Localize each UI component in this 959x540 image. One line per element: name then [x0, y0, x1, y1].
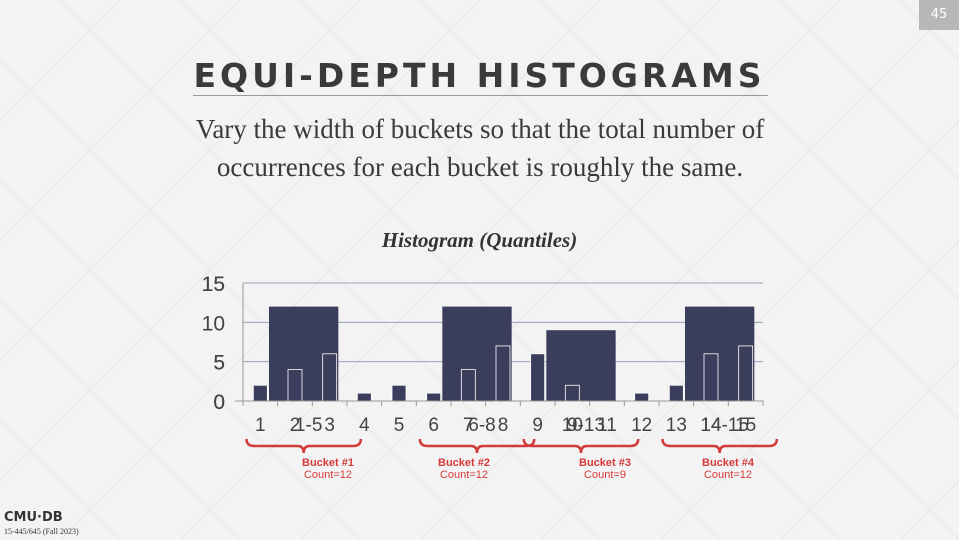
y-tick-label: 0	[213, 391, 225, 414]
bucket-tick-label: 6-8	[468, 415, 495, 436]
bucket-name: Bucket #2	[438, 457, 490, 469]
bucket-label-4: Bucket #4 Count=12	[673, 457, 783, 481]
x-tick-label: 4	[359, 415, 370, 436]
title-underline	[193, 95, 768, 96]
bucket-brace	[245, 438, 363, 454]
x-tick-label: 1	[255, 415, 266, 436]
value-bar	[356, 392, 372, 402]
value-bar	[252, 384, 268, 402]
y-tick-label: 5	[213, 352, 225, 375]
x-tick-label: 9	[532, 415, 543, 436]
x-tick-label: 10	[562, 415, 583, 436]
bucket-brace	[522, 438, 640, 454]
value-bar	[426, 392, 442, 402]
bucket-count: Count=12	[703, 469, 752, 481]
bucket-label-2: Bucket #2 Count=12	[409, 457, 519, 481]
histogram-chart: 1 2 3 4 5 6 7 8 9 10 11 12 13 14 151-5 6-8 9-13 14-150515…	[202, 273, 779, 454]
y-tick-label: 5	[213, 352, 225, 375]
bucket-name: Bucket #4	[702, 457, 754, 469]
bucket-brace	[661, 438, 779, 454]
value-bar	[703, 353, 719, 402]
x-tick-label: 5	[394, 415, 405, 436]
chart-title: Histogram (Quantiles)	[381, 228, 578, 252]
value-bar	[634, 392, 650, 402]
value-bar	[391, 384, 407, 402]
y-tick-label: 15	[202, 273, 225, 296]
x-tick-label: 8	[498, 415, 509, 436]
x-tick-label: 12	[631, 415, 652, 436]
value-bar	[460, 369, 476, 402]
cmu-db-logo: CMU·DB	[4, 510, 63, 525]
x-tick-label: 11	[597, 415, 617, 436]
y-tick-label: 10	[202, 312, 225, 335]
x-tick-label: 15	[735, 415, 756, 436]
value-bar	[668, 384, 684, 402]
value-bar	[287, 369, 303, 402]
bucket-label-1: Bucket #1 Count=12	[273, 457, 383, 481]
bucket-count: Count=9	[584, 469, 626, 481]
x-tick-label: 14	[700, 415, 722, 436]
bucket-tick-label: 9-13	[567, 415, 605, 436]
bucket-count: Count=12	[303, 469, 352, 481]
bucket-brace	[418, 438, 536, 454]
bucket-name: Bucket #1	[302, 457, 354, 469]
slide-subtitle: Vary the width of buckets so that the to…	[195, 114, 765, 182]
bucket-name: Bucket #3	[579, 457, 631, 469]
x-tick-label: 2	[290, 415, 301, 436]
bucket-bar	[546, 330, 616, 401]
bucket-tick-label: 14-15	[700, 415, 749, 436]
value-bar	[738, 345, 754, 402]
bucket-label-3: Bucket #3 Count=9	[550, 457, 660, 481]
value-bar	[322, 353, 338, 402]
course-label: 15-445/645 (Fall 2023)	[4, 527, 79, 536]
y-tick-label: 0	[213, 391, 225, 414]
x-tick-label: 7	[463, 415, 474, 436]
x-tick-label: 13	[666, 415, 687, 436]
x-tick-label: 6	[428, 415, 439, 436]
y-tick-label: 15	[202, 273, 225, 296]
bucket-tick-label: 1-5	[295, 415, 322, 436]
bucket-count: Count=12	[439, 469, 488, 481]
x-tick-label: 3	[324, 415, 335, 436]
value-bar	[564, 384, 580, 402]
slide-title: EQUI-DEPTH HISTOGRAMS	[193, 56, 766, 95]
page-number: 45	[919, 0, 959, 30]
value-bar	[530, 353, 546, 402]
value-bar	[495, 345, 511, 402]
